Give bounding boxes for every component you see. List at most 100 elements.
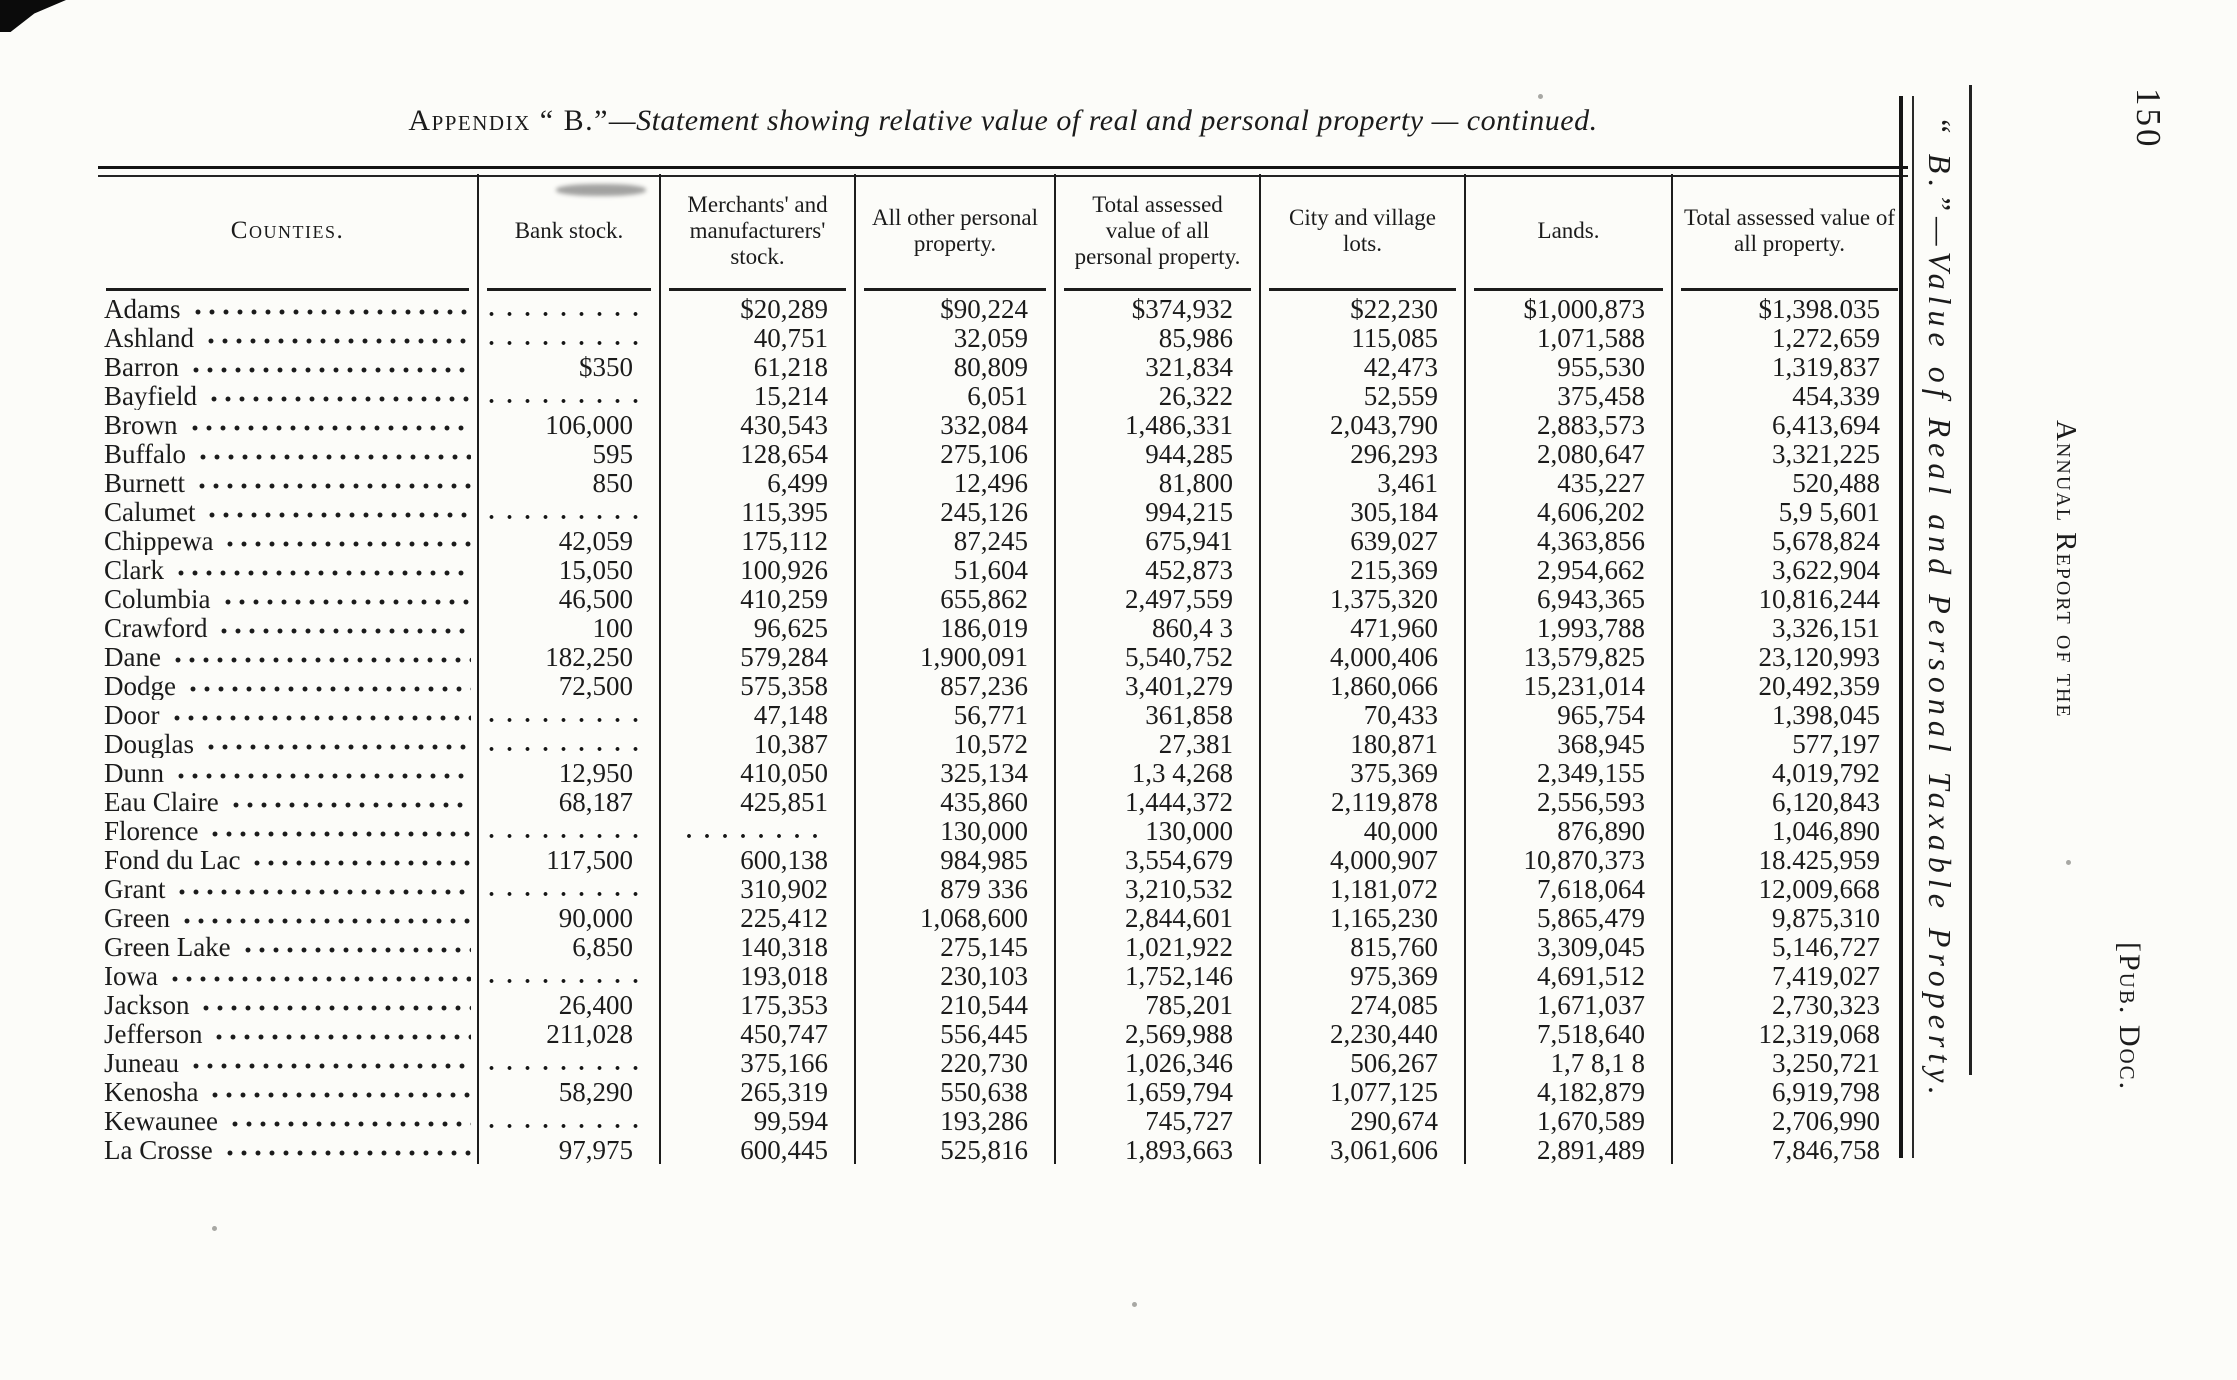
value-cell: 87,245 [854, 526, 1055, 555]
dot-leader [188, 1062, 471, 1069]
value-cell: 175,353 [659, 990, 855, 1019]
table-row: Juneau . . . . . . . . . 375,166 220,730 1,0… [98, 1048, 1906, 1077]
value-cell: 1,7 8,1 8 [1464, 1048, 1672, 1077]
value-cell: . . . . . . . . . [477, 961, 660, 990]
dot-leader [169, 714, 471, 721]
value-cell: 2,043,790 [1259, 410, 1465, 439]
value-cell: 27,381 [1054, 729, 1260, 758]
county-cell: Columbia [98, 584, 478, 613]
value-cell: 1,071,588 [1464, 323, 1672, 352]
value-cell: 575,358 [659, 671, 855, 700]
value-cell: 375,166 [659, 1048, 855, 1077]
value-cell: $90,224 [854, 294, 1055, 323]
value-cell: 26,400 [477, 990, 660, 1019]
value-cell: 3,309,045 [1464, 932, 1672, 961]
value-cell: 506,267 [1259, 1048, 1465, 1077]
county-cell: Chippewa [98, 526, 478, 555]
scan-corner-artifact [0, 0, 66, 32]
table-row: Chippewa 42,059 175,112 87,245 675,941 639,02… [98, 526, 1906, 555]
county-name: Columbia [104, 584, 211, 613]
value-cell: 230,103 [854, 961, 1055, 990]
sidebar-appendix-label: “ B.”—Value of Real and Personal Taxable… [1922, 116, 1958, 1101]
column-header-city-lots: City and village lots. [1259, 174, 1465, 294]
table-row: Eau Claire 68,187 425,851 435,860 1,444,372 2… [98, 787, 1906, 816]
value-cell: . . . . . . . . . [477, 1106, 660, 1135]
value-cell: 2,497,559 [1054, 584, 1260, 613]
property-value-table: Counties. Bank stock. Merchants' and man… [98, 174, 1906, 1164]
value-cell: 10,816,244 [1671, 584, 1906, 613]
value-cell: 275,145 [854, 932, 1055, 961]
table-row: Barron $350 61,218 80,809 321,834 42,473 955,5… [98, 352, 1906, 381]
value-cell: 5,146,727 [1671, 932, 1906, 961]
county-cell: Juneau [98, 1048, 478, 1077]
table-row: Columbia 46,500 410,259 655,862 2,497,559 1,3… [98, 584, 1906, 613]
value-cell: . . . . . . . . . [477, 381, 660, 410]
dot-leader [222, 1149, 471, 1156]
dot-leader [204, 337, 471, 344]
dot-leader [217, 627, 471, 634]
column-header-lands: Lands. [1464, 174, 1672, 294]
table-row: Florence . . . . . . . . .. . . . . . . .… [98, 816, 1906, 845]
value-cell: $22,230 [1259, 294, 1465, 323]
value-cell: 42,059 [477, 526, 660, 555]
dot-leader [220, 598, 471, 605]
dot-leader [205, 511, 471, 518]
value-cell: 1,181,072 [1259, 874, 1465, 903]
value-cell: 99,594 [659, 1106, 855, 1135]
value-cell: . . . . . . . . . [477, 874, 660, 903]
county-name: Green [104, 903, 170, 932]
table-row: Jefferson 211,028 450,747 556,445 2,569,988 2… [98, 1019, 1906, 1048]
column-header-bank-stock: Bank stock. [477, 174, 660, 294]
value-cell: 876,890 [1464, 816, 1672, 845]
value-cell: 275,106 [854, 439, 1055, 468]
value-cell: 3,401,279 [1054, 671, 1260, 700]
table-row: Douglas . . . . . . . . . 10,387 10,572 27,3… [98, 729, 1906, 758]
value-cell: 321,834 [1054, 352, 1260, 381]
dot-leader [223, 540, 471, 547]
county-name: Jackson [104, 990, 190, 1019]
county-cell: Dunn [98, 758, 478, 787]
value-cell: 40,000 [1259, 816, 1465, 845]
county-cell: Calumet [98, 497, 478, 526]
county-cell: Kewaunee [98, 1106, 478, 1135]
value-cell: 3,321,225 [1671, 439, 1906, 468]
dot-leader [208, 830, 471, 837]
value-cell: 4,606,202 [1464, 497, 1672, 526]
value-cell: 7,618,064 [1464, 874, 1672, 903]
table-row: Kenosha 58,290 265,319 550,638 1,659,794 1,07… [98, 1077, 1906, 1106]
county-name: Adams [104, 294, 181, 323]
value-cell: $20,289 [659, 294, 855, 323]
value-cell: 1,272,659 [1671, 323, 1906, 352]
value-cell: 2,349,155 [1464, 758, 1672, 787]
value-cell: 1,026,346 [1054, 1048, 1260, 1077]
value-cell: . . . . . . . . . [477, 497, 660, 526]
scan-speck [1538, 94, 1543, 99]
value-cell: 2,230,440 [1259, 1019, 1465, 1048]
value-cell: 5,540,752 [1054, 642, 1260, 671]
value-cell: . . . . . . . . . [477, 729, 660, 758]
value-cell: 100 [477, 613, 660, 642]
county-name: Kenosha [104, 1077, 199, 1106]
value-cell: 18.425,959 [1671, 845, 1906, 874]
dot-leader [196, 453, 471, 460]
value-cell: 10,572 [854, 729, 1055, 758]
table-row: Bayfield . . . . . . . . . 15,214 6,051 26,3… [98, 381, 1906, 410]
value-cell: 3,210,532 [1054, 874, 1260, 903]
value-cell: 1,3 4,268 [1054, 758, 1260, 787]
value-cell: 454,339 [1671, 381, 1906, 410]
value-cell: 325,134 [854, 758, 1055, 787]
value-cell: 361,858 [1054, 700, 1260, 729]
table-row: La Crosse 97,975 600,445 525,816 1,893,663 3,… [98, 1135, 1906, 1164]
value-cell: 215,369 [1259, 555, 1465, 584]
county-name: Dunn [104, 758, 164, 787]
dot-leader [167, 975, 471, 982]
value-cell: 6,120,843 [1671, 787, 1906, 816]
value-cell: 23,120,993 [1671, 642, 1906, 671]
table-row: Grant . . . . . . . . . 310,902 879 336 3,21… [98, 874, 1906, 903]
value-cell: 13,579,825 [1464, 642, 1672, 671]
value-cell: $374,932 [1054, 294, 1260, 323]
value-cell: . . . . . . . . . [477, 323, 660, 352]
value-cell: 4,019,792 [1671, 758, 1906, 787]
value-cell: 2,556,593 [1464, 787, 1672, 816]
value-cell: . . . . . . . . . [477, 294, 660, 323]
